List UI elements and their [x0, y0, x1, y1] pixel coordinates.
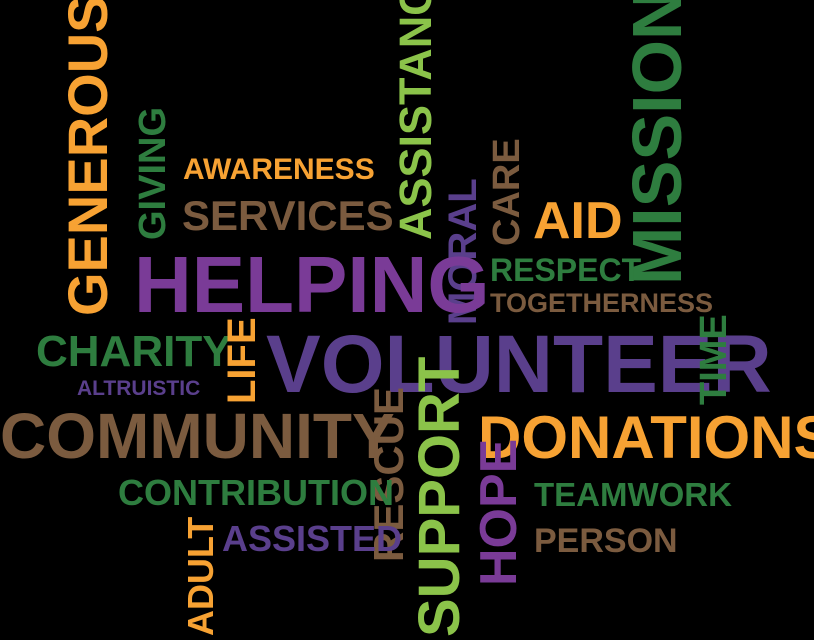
word-hope: HOPE — [470, 438, 528, 586]
word-generous: GENEROUS — [56, 0, 119, 316]
word-altruistic: ALTRUISTIC — [77, 377, 201, 400]
word-donations: DONATIONS — [478, 404, 814, 471]
word-adult: ADULT — [180, 516, 221, 636]
word-support: SUPPORT — [407, 356, 472, 637]
word-volunteer: VOLUNTEER — [266, 319, 772, 410]
word-assistance: ASSISTANCE — [390, 0, 441, 240]
word-awareness: AWARENESS — [183, 153, 375, 186]
word-aid: AID — [533, 192, 623, 250]
word-giving: GIVING — [132, 106, 174, 240]
word-community: COMMUNITY — [0, 400, 395, 472]
word-mission: MISSION — [618, 0, 696, 285]
word-services: SERVICES — [182, 192, 394, 239]
word-person: PERSON — [534, 522, 678, 560]
word-life: LIFE — [220, 317, 264, 404]
word-care: CARE — [486, 138, 528, 246]
word-time: TIME — [693, 314, 735, 405]
word-respect: RESPECT — [490, 252, 642, 288]
word-contribution: CONTRIBUTION — [118, 472, 394, 513]
word-assisted: ASSISTED — [222, 518, 403, 559]
word-charity: CHARITY — [36, 327, 232, 376]
word-helping: HELPING — [134, 240, 490, 329]
word-teamwork: TEAMWORK — [534, 476, 732, 513]
word-togetherness: TOGETHERNESS — [490, 288, 714, 318]
